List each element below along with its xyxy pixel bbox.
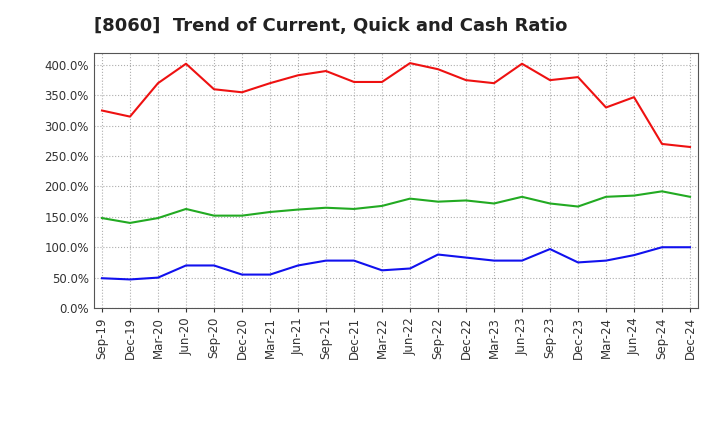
Current Ratio (433, 66, 442, 72)
Cash Ratio (266, 272, 274, 277)
Current Ratio (602, 105, 611, 110)
Quick Ratio (181, 206, 190, 212)
Current Ratio (657, 141, 666, 147)
Quick Ratio (462, 198, 470, 203)
Cash Ratio (518, 258, 526, 263)
Line: Quick Ratio: Quick Ratio (102, 191, 690, 223)
Current Ratio (181, 61, 190, 66)
Current Ratio (462, 77, 470, 83)
Quick Ratio (490, 201, 498, 206)
Cash Ratio (378, 268, 387, 273)
Current Ratio (126, 114, 135, 119)
Cash Ratio (98, 275, 107, 281)
Quick Ratio (433, 199, 442, 204)
Cash Ratio (350, 258, 359, 263)
Current Ratio (322, 68, 330, 73)
Current Ratio (350, 79, 359, 84)
Line: Cash Ratio: Cash Ratio (102, 247, 690, 279)
Quick Ratio (294, 207, 302, 212)
Cash Ratio (153, 275, 162, 280)
Current Ratio (378, 79, 387, 84)
Quick Ratio (405, 196, 414, 201)
Quick Ratio (98, 216, 107, 221)
Current Ratio (294, 73, 302, 78)
Quick Ratio (238, 213, 246, 218)
Cash Ratio (405, 266, 414, 271)
Quick Ratio (266, 209, 274, 215)
Quick Ratio (574, 204, 582, 209)
Current Ratio (98, 108, 107, 113)
Current Ratio (685, 144, 694, 150)
Quick Ratio (657, 189, 666, 194)
Cash Ratio (322, 258, 330, 263)
Cash Ratio (181, 263, 190, 268)
Quick Ratio (518, 194, 526, 199)
Cash Ratio (630, 253, 639, 258)
Quick Ratio (685, 194, 694, 199)
Cash Ratio (210, 263, 218, 268)
Line: Current Ratio: Current Ratio (102, 63, 690, 147)
Current Ratio (630, 95, 639, 100)
Cash Ratio (657, 245, 666, 250)
Current Ratio (574, 74, 582, 80)
Cash Ratio (126, 277, 135, 282)
Current Ratio (518, 61, 526, 66)
Quick Ratio (350, 206, 359, 212)
Current Ratio (238, 90, 246, 95)
Quick Ratio (378, 203, 387, 209)
Current Ratio (210, 87, 218, 92)
Quick Ratio (210, 213, 218, 218)
Cash Ratio (238, 272, 246, 277)
Cash Ratio (462, 255, 470, 260)
Cash Ratio (685, 245, 694, 250)
Cash Ratio (574, 260, 582, 265)
Current Ratio (153, 81, 162, 86)
Cash Ratio (546, 246, 554, 252)
Current Ratio (405, 60, 414, 66)
Quick Ratio (630, 193, 639, 198)
Cash Ratio (433, 252, 442, 257)
Quick Ratio (322, 205, 330, 210)
Quick Ratio (126, 220, 135, 226)
Quick Ratio (546, 201, 554, 206)
Cash Ratio (294, 263, 302, 268)
Text: [8060]  Trend of Current, Quick and Cash Ratio: [8060] Trend of Current, Quick and Cash … (94, 17, 567, 35)
Cash Ratio (490, 258, 498, 263)
Cash Ratio (602, 258, 611, 263)
Current Ratio (490, 81, 498, 86)
Quick Ratio (602, 194, 611, 199)
Current Ratio (546, 77, 554, 83)
Current Ratio (266, 81, 274, 86)
Quick Ratio (153, 216, 162, 221)
